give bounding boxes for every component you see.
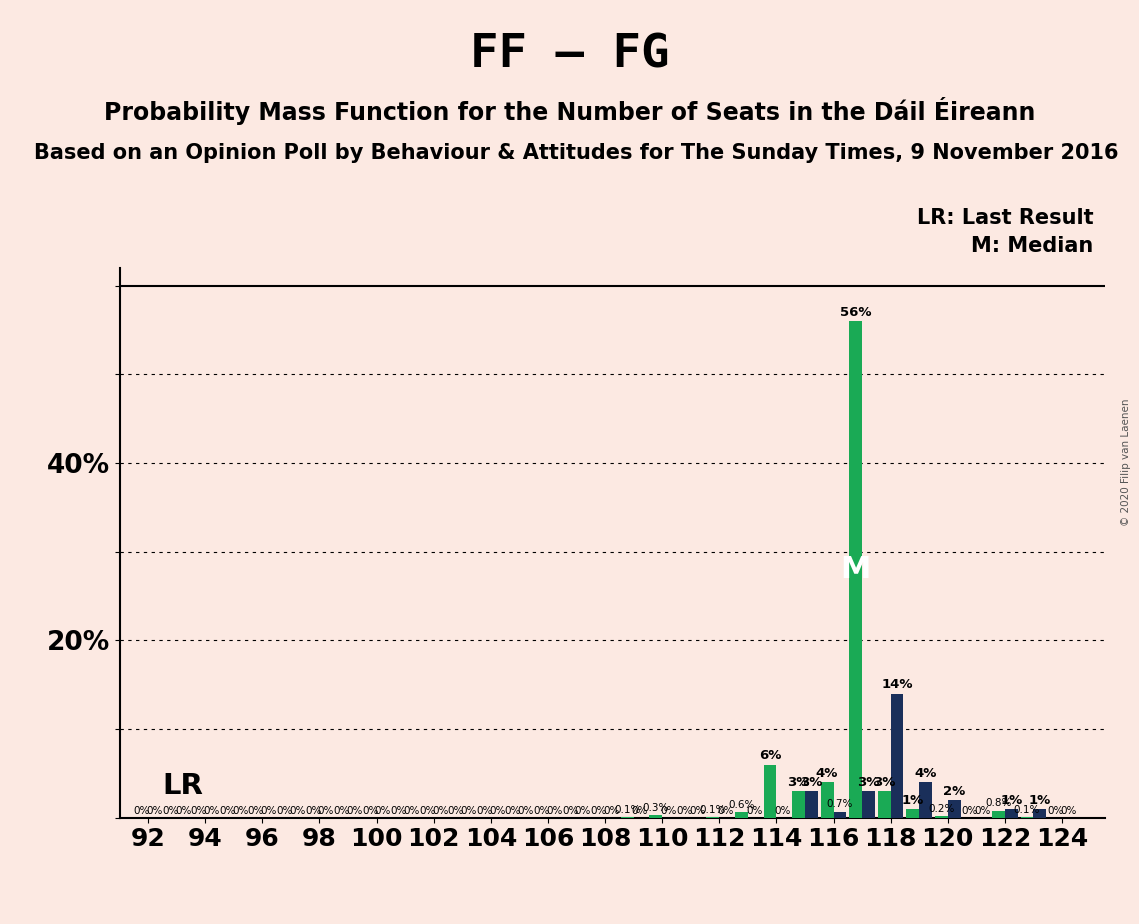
Bar (891, 694, 903, 818)
Text: 0%: 0% (775, 806, 790, 816)
Text: 3%: 3% (801, 776, 822, 789)
Bar (649, 815, 662, 818)
Text: 0%: 0% (505, 806, 522, 816)
Text: Based on an Opinion Poll by Behaviour & Attitudes for The Sunday Times, 9 Novemb: Based on an Opinion Poll by Behaviour & … (34, 143, 1118, 164)
Bar (878, 791, 891, 818)
Text: 0%: 0% (632, 806, 648, 816)
Bar (992, 810, 1005, 818)
Text: 0%: 0% (375, 806, 391, 816)
Text: 0%: 0% (175, 806, 191, 816)
Text: 0%: 0% (476, 806, 492, 816)
Bar (1033, 808, 1047, 818)
Bar (935, 816, 948, 818)
Text: 0%: 0% (1048, 806, 1064, 816)
Text: 0%: 0% (248, 806, 264, 816)
Text: 0%: 0% (261, 806, 277, 816)
Bar (850, 322, 862, 818)
Text: 3%: 3% (787, 776, 810, 789)
Text: M: Median: M: Median (972, 236, 1093, 256)
Text: Probability Mass Function for the Number of Seats in the Dáil Éireann: Probability Mass Function for the Number… (104, 97, 1035, 125)
Text: 0%: 0% (391, 806, 407, 816)
Text: LR: LR (163, 772, 203, 800)
Text: 0%: 0% (305, 806, 321, 816)
Bar (792, 791, 805, 818)
Text: 4%: 4% (915, 767, 936, 780)
Bar (1005, 808, 1018, 818)
Text: 1%: 1% (1029, 794, 1051, 807)
Text: 0%: 0% (517, 806, 534, 816)
Bar (862, 791, 875, 818)
Text: FF – FG: FF – FG (469, 32, 670, 78)
Text: 0%: 0% (575, 806, 591, 816)
Text: 0%: 0% (403, 806, 420, 816)
Text: 0%: 0% (746, 806, 762, 816)
Text: 3%: 3% (872, 776, 895, 789)
Bar (805, 791, 818, 818)
Text: 1%: 1% (902, 794, 924, 807)
Text: LR: Last Result: LR: Last Result (917, 208, 1093, 228)
Text: 0%: 0% (1060, 806, 1076, 816)
Text: 0%: 0% (689, 806, 705, 816)
Text: 0%: 0% (162, 806, 179, 816)
Text: 0.2%: 0.2% (928, 804, 954, 814)
Text: 0%: 0% (190, 806, 207, 816)
Text: 0.1%: 0.1% (614, 805, 640, 815)
Text: 0%: 0% (147, 806, 163, 816)
Bar (834, 811, 846, 818)
Text: 0%: 0% (718, 806, 734, 816)
Text: 0%: 0% (432, 806, 449, 816)
Text: 6%: 6% (759, 749, 781, 762)
Text: 0%: 0% (489, 806, 506, 816)
Text: 0%: 0% (961, 806, 978, 816)
Text: 0%: 0% (219, 806, 236, 816)
Text: 0.6%: 0.6% (728, 800, 755, 810)
Bar (907, 808, 919, 818)
Text: 2%: 2% (943, 784, 966, 797)
Text: 3%: 3% (858, 776, 879, 789)
Text: 0%: 0% (604, 806, 620, 816)
Text: 0%: 0% (533, 806, 550, 816)
Text: 56%: 56% (839, 306, 871, 319)
Text: 0.8%: 0.8% (985, 798, 1011, 808)
Text: 4%: 4% (816, 767, 838, 780)
Bar (735, 812, 748, 818)
Text: 0%: 0% (677, 806, 693, 816)
Text: 0.1%: 0.1% (1014, 805, 1040, 815)
Text: 0%: 0% (334, 806, 350, 816)
Text: 0.7%: 0.7% (827, 799, 853, 809)
Text: 0%: 0% (277, 806, 293, 816)
Text: 0.3%: 0.3% (642, 803, 669, 813)
Text: 1%: 1% (1000, 794, 1023, 807)
Text: 0%: 0% (232, 806, 248, 816)
Text: 0%: 0% (562, 806, 579, 816)
Text: 0%: 0% (318, 806, 334, 816)
Text: 14%: 14% (882, 678, 912, 691)
Text: 0%: 0% (448, 806, 464, 816)
Text: © 2020 Filip van Laenen: © 2020 Filip van Laenen (1121, 398, 1131, 526)
Text: 0%: 0% (346, 806, 362, 816)
Text: 0%: 0% (362, 806, 378, 816)
Text: 0%: 0% (133, 806, 150, 816)
Text: 0%: 0% (289, 806, 305, 816)
Bar (763, 764, 777, 818)
Text: M: M (841, 555, 871, 584)
Text: 0%: 0% (419, 806, 435, 816)
Bar (821, 783, 834, 818)
Text: 0%: 0% (204, 806, 220, 816)
Text: 0%: 0% (975, 806, 991, 816)
Bar (919, 783, 932, 818)
Text: 0%: 0% (547, 806, 563, 816)
Bar (948, 800, 960, 818)
Text: 0%: 0% (661, 806, 677, 816)
Text: 0%: 0% (590, 806, 607, 816)
Text: 0.1%: 0.1% (699, 805, 726, 815)
Text: 0%: 0% (460, 806, 477, 816)
